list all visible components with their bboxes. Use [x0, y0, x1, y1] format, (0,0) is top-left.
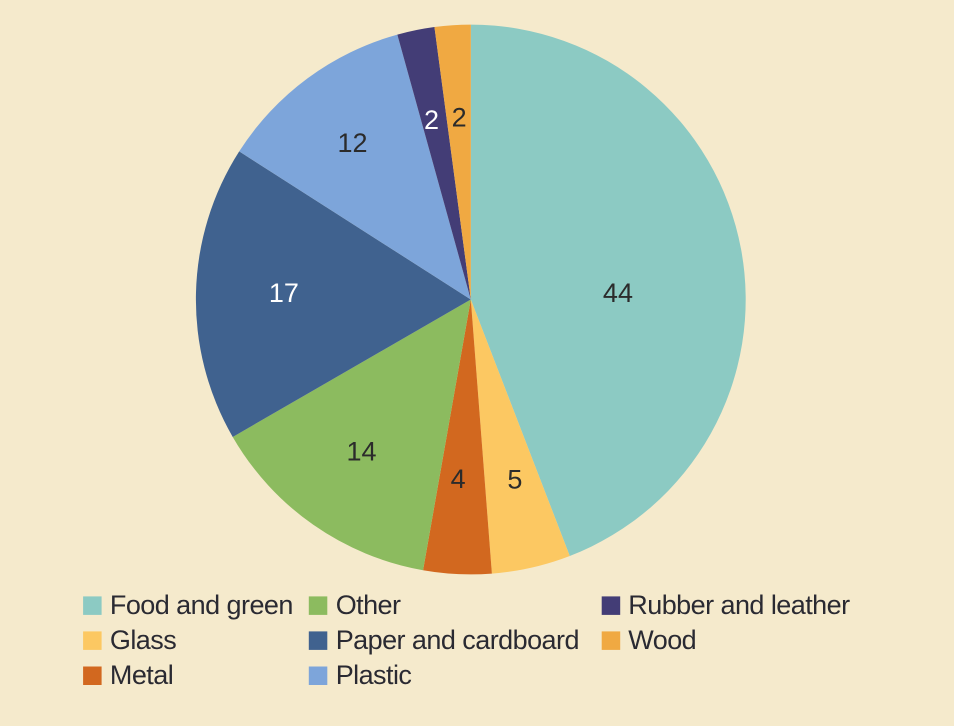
svg-text:Rubber and leather: Rubber and leather: [628, 590, 850, 620]
svg-text:Other: Other: [336, 590, 401, 620]
svg-text:44: 44: [603, 278, 633, 308]
svg-text:14: 14: [346, 437, 376, 467]
svg-text:Food and green: Food and green: [110, 590, 293, 620]
svg-text:Wood: Wood: [628, 625, 696, 655]
svg-text:Metal: Metal: [110, 660, 173, 690]
svg-text:12: 12: [338, 128, 368, 158]
svg-text:2: 2: [452, 103, 467, 133]
svg-text:Plastic: Plastic: [336, 660, 412, 690]
svg-text:Paper and cardboard: Paper and cardboard: [336, 625, 579, 655]
svg-text:4: 4: [451, 464, 466, 494]
svg-text:17: 17: [269, 278, 299, 308]
svg-text:5: 5: [507, 464, 522, 494]
svg-text:2: 2: [424, 105, 439, 135]
svg-text:Glass: Glass: [110, 625, 176, 655]
